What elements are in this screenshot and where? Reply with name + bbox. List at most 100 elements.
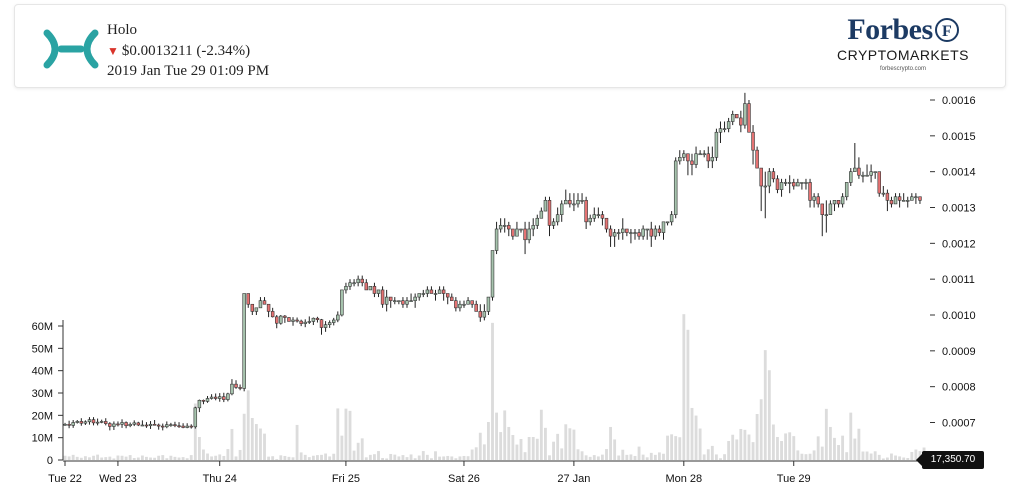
volume-bar xyxy=(206,453,209,460)
volume-bar xyxy=(690,407,694,460)
volume-bar xyxy=(482,444,486,460)
volume-bar xyxy=(108,456,112,460)
holo-logo-icon xyxy=(43,29,99,69)
price-tick-label: 0.0011 xyxy=(942,274,975,286)
ticker-card: Holo ▼ $0.0013211 (-2.34%) 2019 Jan Tue 2… xyxy=(14,4,1006,88)
candle-body xyxy=(417,293,421,298)
volume-bar xyxy=(894,455,897,460)
volume-bar xyxy=(877,454,881,460)
candle-body xyxy=(474,303,478,312)
volume-bar xyxy=(63,455,67,460)
candle-body xyxy=(462,303,466,306)
candle-body xyxy=(840,196,845,205)
candle-body xyxy=(588,217,592,223)
candle-body xyxy=(270,311,275,318)
candle-body xyxy=(751,131,755,151)
candle-body xyxy=(600,214,605,219)
volume-bar xyxy=(368,454,372,460)
volume-bar xyxy=(710,445,714,460)
volume-bar xyxy=(104,457,108,460)
candle-body xyxy=(193,407,198,428)
candle-body xyxy=(283,315,287,318)
volume-bar xyxy=(873,451,877,460)
candle-body xyxy=(482,311,487,318)
candle-body xyxy=(201,399,206,402)
candle-body xyxy=(327,322,332,325)
volume-bar xyxy=(600,454,604,460)
candle-body xyxy=(783,182,788,184)
candle-body xyxy=(340,289,344,316)
volume-bar xyxy=(470,449,474,460)
candle-body xyxy=(205,398,210,402)
candle-body xyxy=(238,387,242,389)
volume-bar xyxy=(340,435,344,460)
volume-tick-label: 10M xyxy=(32,433,53,445)
volume-bar xyxy=(352,450,356,460)
volume-bar xyxy=(222,455,226,460)
candle-body xyxy=(820,203,824,215)
volume-bar xyxy=(491,322,494,460)
volume-bar xyxy=(531,437,535,460)
price-tick-label: 0.0008 xyxy=(942,382,976,394)
forbes-logo[interactable]: Forbes F CRYPTOMARKETS forbescrypto.com xyxy=(833,15,973,73)
volume-bar xyxy=(833,437,836,460)
brand-url: forbescrypto.com xyxy=(879,66,927,72)
volume-bar xyxy=(653,454,657,460)
volume-bar xyxy=(450,456,454,460)
volume-bar xyxy=(336,408,340,460)
coin-name: Holo xyxy=(107,22,137,38)
volume-bar xyxy=(291,457,295,460)
timestamp: 2019 Jan Tue 29 01:09 PM xyxy=(107,63,270,79)
volume-bar xyxy=(466,456,470,460)
candle-body xyxy=(421,293,426,295)
volume-bar xyxy=(828,426,832,460)
candle-body xyxy=(861,174,865,177)
volume-bar xyxy=(881,458,885,460)
volume-bar xyxy=(303,454,307,460)
candle-body xyxy=(800,182,804,184)
candle-body xyxy=(120,422,124,425)
candle-body xyxy=(287,317,291,322)
candle-body xyxy=(185,425,189,428)
candle-body xyxy=(853,167,857,172)
candle-body xyxy=(189,425,193,428)
volume-bar xyxy=(348,410,352,460)
candle-body xyxy=(454,300,458,309)
candlestick-chart[interactable]: 0.0007 0.0008 0.0009 0.0010 0.0011 0.0012 0.00… xyxy=(0,90,1024,490)
candle-body xyxy=(254,307,259,312)
volume-bar xyxy=(572,429,576,460)
volume-bar xyxy=(324,453,328,460)
candle-body xyxy=(572,203,576,206)
volume-bar xyxy=(271,456,275,460)
candle-body xyxy=(612,232,617,237)
volume-bar xyxy=(641,454,645,460)
volume-bar xyxy=(523,452,527,460)
price-tick-label: 0.0013 xyxy=(942,203,976,215)
volume-bar xyxy=(560,448,564,460)
volume-bar xyxy=(377,451,380,460)
candle-body xyxy=(124,422,128,427)
candle-body xyxy=(222,396,226,400)
candle-body xyxy=(299,320,303,324)
volume-bar xyxy=(796,450,800,460)
candle-body xyxy=(246,293,250,305)
price-line: ▼ $0.0013211 (-2.34%) xyxy=(107,43,250,60)
candle-body xyxy=(661,221,666,233)
candle-body xyxy=(771,171,776,180)
candle-body xyxy=(413,296,417,301)
candle-body xyxy=(722,128,727,130)
volume-bar xyxy=(898,456,902,460)
volume-bar xyxy=(861,451,865,460)
candle-body xyxy=(629,232,633,234)
volume-bar xyxy=(666,435,669,460)
volume-bar xyxy=(755,413,759,460)
volume-bar xyxy=(295,424,299,460)
candle-body xyxy=(726,121,731,129)
volume-bar xyxy=(780,441,783,460)
candle-body xyxy=(319,319,324,328)
volume-bar xyxy=(584,455,588,460)
volume-bar xyxy=(417,455,421,460)
candle-body xyxy=(551,221,556,226)
candle-body xyxy=(258,300,263,309)
candle-body xyxy=(621,228,625,233)
